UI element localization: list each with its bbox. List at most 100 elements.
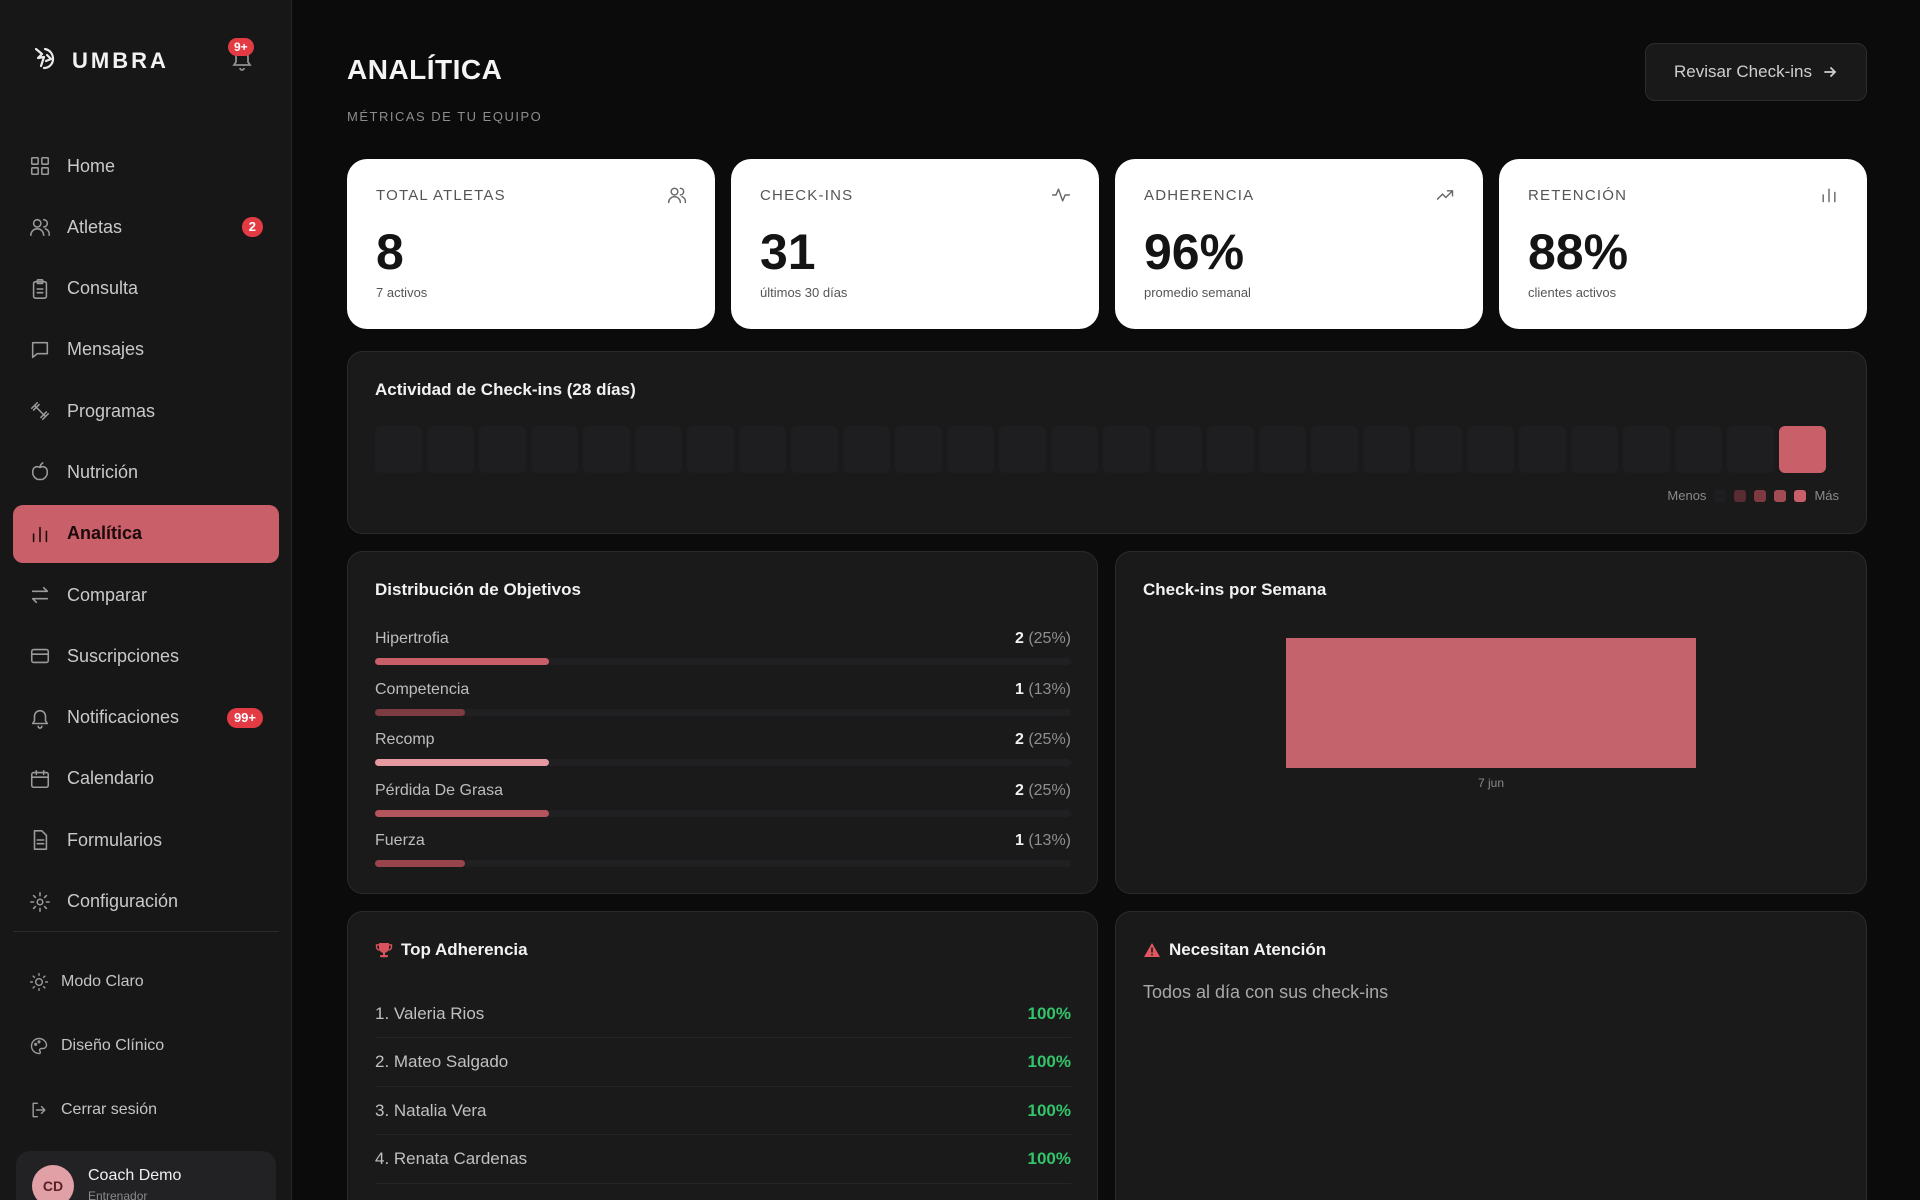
sidebar-item-label: Notificaciones xyxy=(67,707,180,728)
heatmap-day-cell[interactable] xyxy=(1415,426,1462,473)
bell-icon xyxy=(29,707,51,729)
sidebar-item-dumbbell[interactable]: Programas xyxy=(13,382,279,440)
weekly-checkins-bar[interactable] xyxy=(1285,638,1697,768)
goal-percent: (25%) xyxy=(1028,630,1071,647)
gear-icon xyxy=(29,891,51,913)
document-icon xyxy=(29,829,51,851)
sidebar-item-label: Calendario xyxy=(67,768,155,789)
arrows-swap-icon xyxy=(29,584,51,606)
heatmap-day-cell[interactable] xyxy=(791,426,838,473)
sidebar-action-palette[interactable]: Diseño Clínico xyxy=(13,1014,279,1078)
sidebar-action-label: Diseño Clínico xyxy=(61,1037,165,1054)
goal-count: 2 xyxy=(1014,731,1024,748)
heatmap-day-cell[interactable] xyxy=(635,426,682,473)
heatmap-day-cell[interactable] xyxy=(1259,426,1306,473)
heatmap-day-cell[interactable] xyxy=(1311,426,1358,473)
goals-title: Distribución de Objetivos xyxy=(375,580,581,599)
heatmap-day-cell[interactable] xyxy=(1207,426,1254,473)
sidebar-item-label: Comparar xyxy=(67,584,148,605)
goal-value: 2 (25%) xyxy=(1015,731,1071,749)
notification-count-badge: 9+ xyxy=(228,38,254,56)
adherence-row[interactable]: 5. Camila Ortega 96% xyxy=(375,1184,1071,1200)
activity-panel: Actividad de Check-ins (28 días) Menos Má… xyxy=(347,351,1867,534)
stat-value: 31 xyxy=(760,224,816,280)
activity-icon xyxy=(1051,185,1071,205)
notifications-bell-button[interactable]: 9+ xyxy=(228,38,256,74)
sidebar-item-gear[interactable]: Configuración xyxy=(13,873,279,931)
apple-icon xyxy=(29,461,51,483)
goals-panel: Distribución de Objetivos Hipertrofia 2 (… xyxy=(347,551,1098,894)
heatmap-day-cell[interactable] xyxy=(895,426,942,473)
athlete-name: 1. Valeria Rios xyxy=(375,1003,485,1023)
heatmap-day-cell[interactable] xyxy=(531,426,578,473)
sidebar-action-logout[interactable]: Cerrar sesión xyxy=(13,1078,279,1142)
sidebar-item-apple[interactable]: Nutrición xyxy=(13,443,279,501)
heatmap-day-cell[interactable] xyxy=(1519,426,1566,473)
heatmap-day-cell[interactable] xyxy=(1623,426,1670,473)
heatmap-day-cell[interactable] xyxy=(1103,426,1150,473)
heatmap-day-cell[interactable] xyxy=(947,426,994,473)
page-title: ANALÍTICA xyxy=(347,54,503,85)
legend-swatch xyxy=(1794,489,1807,502)
sidebar-item-label: Mensajes xyxy=(67,339,145,360)
sidebar-item-users[interactable]: Atletas 2 xyxy=(13,198,279,256)
heatmap-day-cell[interactable] xyxy=(1675,426,1722,473)
sidebar-item-message[interactable]: Mensajes xyxy=(13,321,279,379)
user-name: Coach Demo xyxy=(88,1167,182,1184)
user-card[interactable]: CD Coach Demo Entrenador xyxy=(16,1151,276,1200)
sidebar-item-home-grid[interactable]: Home xyxy=(13,137,279,195)
weekly-checkins-x-label: 7 jun xyxy=(1477,776,1505,790)
top-adherence-panel: Top Adherencia 1. Valeria Rios 100% 2. Mat… xyxy=(347,911,1098,1200)
warning-icon xyxy=(1144,943,1160,957)
heatmap-day-cell[interactable] xyxy=(583,426,630,473)
heatmap-day-cell[interactable] xyxy=(687,426,734,473)
heatmap-day-cell[interactable] xyxy=(1051,426,1098,473)
heatmap-day-cell[interactable] xyxy=(1467,426,1514,473)
message-icon xyxy=(29,339,51,361)
sidebar-item-calendar[interactable]: Calendario xyxy=(13,750,279,808)
sidebar-divider xyxy=(13,931,279,932)
heatmap-day-cell[interactable] xyxy=(479,426,526,473)
adherence-percent: 100% xyxy=(1027,1003,1071,1023)
adherence-row[interactable]: 4. Renata Cardenas 100% xyxy=(375,1136,1071,1184)
sidebar-item-label: Programas xyxy=(67,400,156,421)
review-checkins-button[interactable]: Revisar Check-ins xyxy=(1645,43,1867,101)
legend-less-label: Menos xyxy=(1667,488,1707,503)
goal-row: Fuerza 1 (13%) xyxy=(375,832,1071,867)
heatmap-day-cell[interactable] xyxy=(375,426,422,473)
adherence-row[interactable]: 2. Mateo Salgado 100% xyxy=(375,1039,1071,1087)
sidebar-item-bar-chart[interactable]: Analítica xyxy=(13,504,279,563)
sidebar-item-bell[interactable]: Notificaciones 99+ xyxy=(13,689,279,747)
goal-percent: (25%) xyxy=(1028,731,1071,748)
sidebar-item-arrows-swap[interactable]: Comparar xyxy=(13,566,279,624)
heatmap-day-cell[interactable] xyxy=(1727,426,1774,473)
heatmap-day-cell[interactable] xyxy=(1779,426,1826,473)
adherence-row[interactable]: 3. Natalia Vera 100% xyxy=(375,1087,1071,1135)
athlete-name: 5. Camila Ortega xyxy=(375,1198,504,1200)
adherence-row[interactable]: 1. Valeria Rios 100% xyxy=(375,990,1071,1038)
goal-progress-fill xyxy=(375,658,549,665)
heatmap-day-cell[interactable] xyxy=(1571,426,1618,473)
dumbbell-icon xyxy=(29,400,51,422)
sidebar-item-badge: 2 xyxy=(241,217,263,238)
heatmap-day-cell[interactable] xyxy=(739,426,786,473)
goal-progress-fill xyxy=(375,860,466,867)
calendar-icon xyxy=(29,768,51,790)
goal-name: Competencia xyxy=(375,680,470,698)
heatmap-day-cell[interactable] xyxy=(843,426,890,473)
brand[interactable]: UMBRA xyxy=(30,44,169,77)
heatmap-day-cell[interactable] xyxy=(1363,426,1410,473)
page-subtitle: MÉTRICAS DE TU EQUIPO xyxy=(347,109,543,124)
sidebar: UMBRA 9+ Home Atletas 2 Consulta Mensajes Pro… xyxy=(0,0,292,1200)
sidebar-item-document[interactable]: Formularios xyxy=(13,811,279,869)
sidebar-item-credit-card[interactable]: Suscripciones xyxy=(13,627,279,685)
sidebar-action-label: Modo Claro xyxy=(61,973,144,990)
sidebar-item-clipboard[interactable]: Consulta xyxy=(13,260,279,318)
heatmap-day-cell[interactable] xyxy=(427,426,474,473)
goal-count: 2 xyxy=(1014,781,1024,799)
goal-percent: (13%) xyxy=(1028,680,1071,698)
heatmap-day-cell[interactable] xyxy=(1155,426,1202,473)
sidebar-action-sun[interactable]: Modo Claro xyxy=(13,950,279,1014)
activity-legend: Menos Más xyxy=(1667,488,1839,503)
heatmap-day-cell[interactable] xyxy=(999,426,1046,473)
